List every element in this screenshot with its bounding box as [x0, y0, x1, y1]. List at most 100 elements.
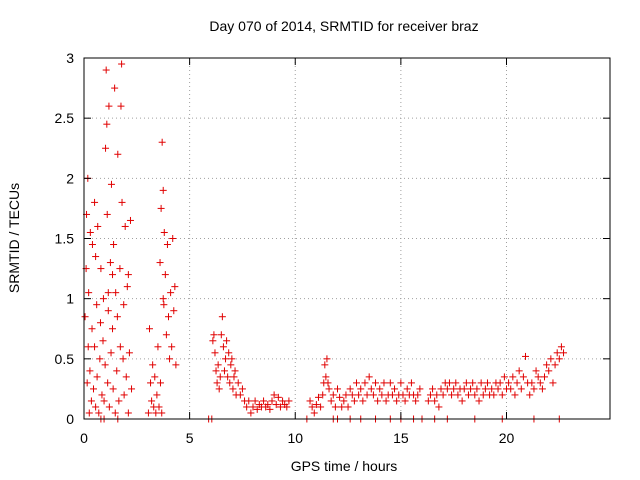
data-point — [443, 385, 451, 393]
data-point — [229, 385, 237, 393]
data-point — [118, 198, 126, 206]
x-tick-label: 20 — [499, 430, 515, 446]
data-point — [164, 313, 172, 321]
data-point — [153, 391, 161, 399]
data-point — [435, 403, 443, 411]
data-point — [498, 391, 506, 399]
data-point — [167, 289, 175, 297]
data-point — [215, 385, 223, 393]
data-point — [102, 66, 110, 74]
data-point — [462, 379, 470, 387]
data-point — [172, 361, 180, 369]
data-point — [103, 210, 111, 218]
data-point — [397, 379, 405, 387]
data-point — [319, 391, 327, 399]
data-point — [270, 391, 278, 399]
data-point — [99, 295, 107, 303]
data-point — [253, 405, 261, 413]
data-point — [230, 373, 238, 381]
data-point — [353, 379, 361, 387]
data-point — [363, 391, 371, 399]
data-point — [412, 397, 420, 405]
plot-frame — [83, 57, 611, 420]
data-point — [357, 385, 365, 393]
data-point — [475, 397, 483, 405]
data-point — [407, 379, 415, 387]
data-point — [424, 397, 432, 405]
data-point — [355, 391, 363, 399]
data-point — [365, 373, 373, 381]
data-point — [279, 397, 287, 405]
y-tick-label: 2.5 — [55, 110, 75, 126]
data-point — [268, 397, 276, 405]
data-point — [123, 283, 131, 291]
data-point — [433, 391, 441, 399]
data-point — [329, 391, 337, 399]
data-point — [538, 385, 546, 393]
data-point — [224, 373, 232, 381]
data-point — [437, 385, 445, 393]
data-point — [526, 391, 534, 399]
data-point — [448, 391, 456, 399]
data-point — [166, 355, 174, 363]
data-point — [553, 349, 561, 357]
data-point — [522, 352, 530, 360]
data-point — [403, 385, 411, 393]
data-point — [98, 391, 106, 399]
data-point — [272, 401, 280, 409]
data-point — [160, 301, 168, 309]
data-point — [113, 367, 121, 375]
data-point — [471, 391, 479, 399]
data-point — [151, 373, 159, 381]
data-point — [125, 349, 133, 357]
data-point — [104, 307, 112, 315]
data-point — [96, 355, 104, 363]
data-point — [93, 301, 101, 309]
data-point — [90, 385, 98, 393]
data-point — [325, 385, 333, 393]
data-point — [285, 397, 293, 405]
data-point — [234, 379, 242, 387]
data-point — [105, 403, 113, 411]
data-point — [85, 289, 93, 297]
data-point — [159, 186, 167, 194]
data-point — [547, 355, 555, 363]
y-axis-label: SRMTID / TECUs — [6, 183, 22, 293]
data-point — [243, 403, 251, 411]
data-point — [274, 393, 282, 401]
data-point — [541, 373, 549, 381]
data-point — [156, 259, 164, 267]
data-point — [348, 391, 356, 399]
data-point — [100, 397, 108, 405]
data-point — [467, 385, 475, 393]
x-tick-label: 15 — [393, 430, 409, 446]
data-point — [110, 241, 118, 249]
data-point — [346, 385, 354, 393]
data-point — [452, 379, 460, 387]
data-point — [247, 409, 255, 417]
data-point — [228, 355, 236, 363]
data-point — [216, 373, 224, 381]
data-point — [112, 289, 120, 297]
data-point — [209, 337, 217, 345]
data-point — [321, 361, 329, 369]
data-point — [460, 385, 468, 393]
data-point — [210, 331, 218, 339]
data-point — [323, 355, 331, 363]
data-point — [145, 325, 153, 333]
data-point — [92, 253, 100, 261]
data-point — [159, 295, 167, 303]
data-point — [171, 283, 179, 291]
data-point — [97, 265, 105, 273]
data-point — [251, 397, 259, 405]
data-point — [545, 367, 553, 375]
data-point — [91, 198, 99, 206]
data-point — [158, 409, 166, 417]
data-point — [109, 385, 117, 393]
data-points — [81, 60, 568, 423]
y-tick-label: 1.5 — [55, 231, 75, 247]
data-point — [160, 228, 168, 236]
data-point — [483, 379, 491, 387]
y-tick-label: 1 — [66, 291, 74, 307]
